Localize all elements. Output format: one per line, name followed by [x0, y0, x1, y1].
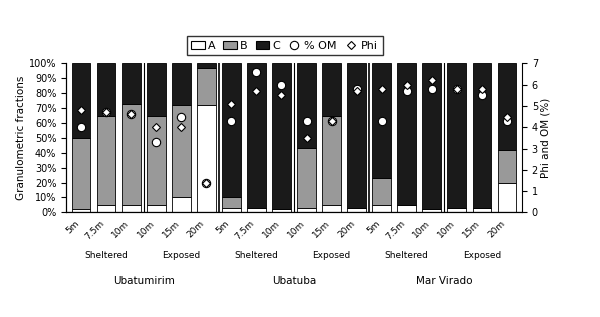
Bar [322, 115, 341, 205]
Bar [372, 205, 391, 212]
Bar [197, 68, 216, 105]
Text: Exposed: Exposed [162, 251, 200, 260]
Bar [71, 63, 91, 138]
Bar [497, 150, 517, 183]
Bar [172, 105, 191, 197]
Text: Exposed: Exposed [313, 251, 351, 260]
Bar [473, 208, 491, 212]
Bar [347, 208, 366, 212]
Bar [122, 104, 140, 205]
Bar [422, 63, 441, 210]
Bar [297, 63, 316, 148]
Bar [422, 210, 441, 212]
Bar [497, 63, 517, 150]
Bar [122, 63, 140, 104]
Bar [272, 63, 291, 210]
Y-axis label: Granulometric fractions: Granulometric fractions [16, 76, 26, 200]
Bar [272, 210, 291, 212]
Bar [172, 197, 191, 212]
Bar [222, 197, 241, 208]
Bar [322, 63, 341, 115]
Bar [448, 208, 466, 212]
Y-axis label: Phi and OM (%): Phi and OM (%) [541, 98, 551, 178]
Bar [397, 63, 416, 205]
Bar [97, 63, 115, 115]
Bar [222, 63, 241, 197]
Text: Sheltered: Sheltered [84, 251, 128, 260]
Text: Sheltered: Sheltered [235, 251, 278, 260]
Bar [122, 205, 140, 212]
Bar [147, 205, 166, 212]
Bar [497, 183, 517, 212]
Text: Exposed: Exposed [463, 251, 501, 260]
Bar [247, 208, 266, 212]
Bar [197, 105, 216, 212]
Text: Ubatumirim: Ubatumirim [113, 276, 175, 286]
Bar [97, 205, 115, 212]
Bar [197, 63, 216, 68]
Bar [247, 63, 266, 208]
Legend: A, B, C, % OM, Phi: A, B, C, % OM, Phi [187, 36, 383, 55]
Bar [347, 63, 366, 208]
Bar [97, 115, 115, 205]
Bar [172, 63, 191, 105]
Text: Mar Virado: Mar Virado [416, 276, 473, 286]
Bar [222, 208, 241, 212]
Bar [297, 148, 316, 208]
Bar [448, 63, 466, 208]
Bar [397, 205, 416, 212]
Text: Ubatuba: Ubatuba [272, 276, 316, 286]
Bar [71, 138, 91, 210]
Text: Sheltered: Sheltered [385, 251, 428, 260]
Bar [147, 63, 166, 115]
Bar [372, 63, 391, 178]
Bar [297, 208, 316, 212]
Bar [71, 210, 91, 212]
Bar [372, 178, 391, 205]
Bar [147, 115, 166, 205]
Bar [322, 205, 341, 212]
Bar [473, 63, 491, 208]
